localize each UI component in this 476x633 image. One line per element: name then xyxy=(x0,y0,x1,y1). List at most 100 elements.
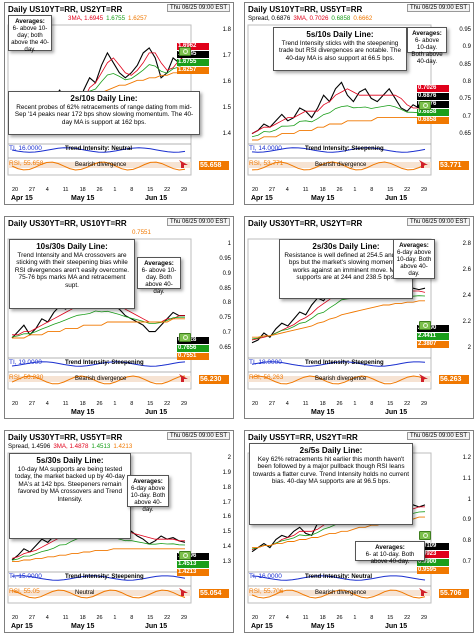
commentary-title: 10s/30s Daily Line: xyxy=(36,242,108,251)
x-tick-label: 18 xyxy=(79,187,86,193)
averages-box: Averages: 6- above 10-day. Both above 40-… xyxy=(407,27,447,65)
x-month-label: Apr 15 xyxy=(251,623,273,630)
averages-box: Averages: 6- above 10-day; both above the… xyxy=(8,15,52,53)
y-tick-label: 1.2 xyxy=(462,455,471,461)
x-tick-label: 22 xyxy=(404,401,411,407)
rsi-label: RSI, 56.230 xyxy=(9,374,44,381)
x-tick-label: 29 xyxy=(181,615,188,621)
rsi-line xyxy=(11,161,186,171)
ti-line xyxy=(11,361,186,367)
x-tick-label: 8 xyxy=(370,615,374,621)
price-tag: 0.7551 xyxy=(177,353,209,360)
y-tick-label: 1.7 xyxy=(222,53,231,59)
x-tick-label: 20 xyxy=(252,615,259,621)
rsi-value-tag: 56.230 xyxy=(199,375,229,384)
averages-text: 6- above 10-day. Both above 40-day. xyxy=(411,37,443,65)
legend-item: 0.7551 xyxy=(132,229,151,236)
rsi-label: RSI, 55.658 xyxy=(9,160,44,167)
x-tick-label: 4 xyxy=(45,401,49,407)
price-tag: 0.9900 xyxy=(417,559,449,566)
commentary-text: Trend Intensity and MA crossovers are st… xyxy=(14,252,130,289)
x-tick-label: 15 xyxy=(387,401,394,407)
commentary-box: 2s/5s Daily Line: Key 62% retracements hi… xyxy=(249,443,413,525)
averages-box: Averages: 6- above 10-day. Both above 40-… xyxy=(137,257,181,295)
y-tick-label: 1.8 xyxy=(222,484,231,491)
commentary-title: 5s/30s Daily Line: xyxy=(36,456,104,465)
x-month-label: Jun 15 xyxy=(145,623,168,630)
x-tick-label: 29 xyxy=(421,401,428,407)
x-month-label: May 15 xyxy=(311,409,335,416)
y-tick-label: 2.8 xyxy=(462,241,471,247)
ti-line xyxy=(251,147,426,153)
y-tick-label: 1.9 xyxy=(222,469,231,476)
x-tick-label: 29 xyxy=(421,187,428,193)
x-month-label: Jun 15 xyxy=(145,195,168,202)
y-tick-label: 0.85 xyxy=(219,285,231,292)
rsi-value-tag: 56.263 xyxy=(439,375,469,384)
y-tick-label: 1.1 xyxy=(462,475,471,482)
date-stamp: Thu 06/25 09:00 EST xyxy=(166,432,230,440)
date-stamp: Thu 06/25 09:00 EST xyxy=(166,218,230,226)
chart-panel: Daily US10YT=RR, US2YT=RR Thu 06/25 09:00… xyxy=(4,2,234,205)
legend-item: 3MA, 1.4878 xyxy=(53,443,89,450)
x-tick-label: 29 xyxy=(421,615,428,621)
rsi-value-tag: 55.658 xyxy=(199,161,229,170)
rsi-status: Bearish divergence xyxy=(75,162,127,168)
x-tick-label: 4 xyxy=(285,187,289,193)
x-tick-label: 1 xyxy=(113,187,117,193)
date-stamp: Thu 06/25 09:00 EST xyxy=(406,218,470,226)
legend-item: 1.6755 xyxy=(106,15,126,22)
signal-arrow-icon xyxy=(179,160,188,168)
y-tick-label: 0.9 xyxy=(462,44,471,51)
ti-label: TI, 14.0000 xyxy=(249,145,282,152)
series-line-spread xyxy=(251,81,426,135)
price-tag: 1.4513 xyxy=(177,561,209,568)
series-line-mid-ma xyxy=(251,104,426,138)
price-tag: 2.4411 xyxy=(417,333,449,340)
y-tick-label: 2.4 xyxy=(462,293,471,299)
x-tick-label: 20 xyxy=(252,187,259,193)
y-tick-label: 0.95 xyxy=(459,27,471,33)
commentary-box: 10s/30s Daily Line: Trend Intensity and M… xyxy=(9,239,135,309)
x-tick-label: 20 xyxy=(12,401,19,407)
averages-text: 6-day above 10-day. Both above 40-day. xyxy=(396,249,432,277)
series-line-40ma xyxy=(12,318,185,339)
rsi-status: Bearish divergence xyxy=(315,162,367,168)
y-tick-label: 0.75 xyxy=(459,96,471,103)
x-tick-label: 27 xyxy=(28,615,36,621)
legend xyxy=(248,229,260,236)
series-line-3ma xyxy=(251,88,425,134)
ti-status: Trend Intensity: Steepening xyxy=(305,146,384,152)
ti-line xyxy=(251,361,426,367)
y-tick-label: 1.7 xyxy=(222,499,231,506)
x-tick-label: 27 xyxy=(268,615,276,621)
price-tag: 1.6257 xyxy=(177,67,209,74)
x-tick-label: 1 xyxy=(113,615,117,621)
ti-status: Trend Intensity: Steepening xyxy=(65,360,144,366)
y-tick-label: 0.65 xyxy=(459,131,471,137)
ti-label: TI, 16.0000 xyxy=(249,573,282,580)
rsi-band xyxy=(8,162,191,168)
y-tick-label: 1.8 xyxy=(222,27,231,33)
price-tag: 0.6858 xyxy=(417,109,449,116)
rsi-line xyxy=(11,589,186,599)
chart-title: Daily US30YT=RR, US5YT=RR xyxy=(8,433,123,442)
x-tick-label: 11 xyxy=(302,401,309,407)
x-month-label: Apr 15 xyxy=(251,195,273,202)
averages-text: 6-day above 10-day. Both above 40-day. xyxy=(130,485,166,513)
legend: 0.7551 xyxy=(123,229,154,236)
ti-status: Trend Intensity: Steepening xyxy=(65,574,144,580)
series-line-40ma xyxy=(252,117,425,141)
signal-arrow-icon xyxy=(419,374,428,382)
date-stamp: Thu 06/25 09:00 EST xyxy=(406,432,470,440)
x-tick-label: 1 xyxy=(353,401,357,407)
price-tag: 1.6962 xyxy=(177,43,209,50)
x-tick-label: 15 xyxy=(387,187,394,193)
x-tick-label: 15 xyxy=(387,615,394,621)
commentary-box: 2s/10s Daily Line: Recent probes of 62% r… xyxy=(8,91,200,135)
ti-line xyxy=(251,575,426,581)
price-tag: 0.7656 xyxy=(177,345,209,352)
y-tick-label: 1.5 xyxy=(222,529,231,536)
money-icon xyxy=(179,333,191,342)
y-tick-label: 1.6 xyxy=(222,514,231,521)
